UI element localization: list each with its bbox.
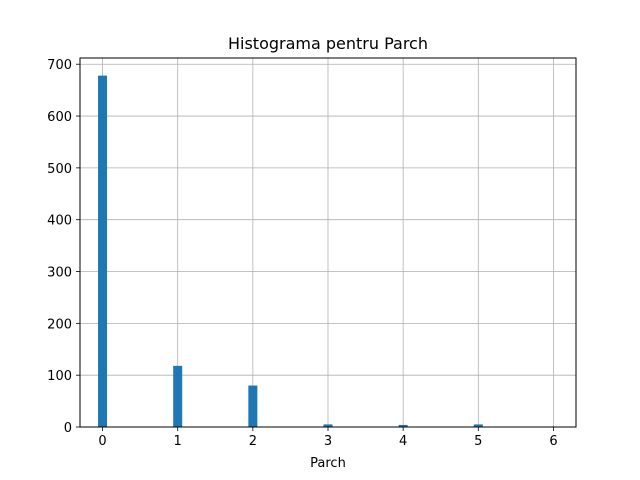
y-tick-label: 400 (47, 214, 72, 229)
x-tick-label: 3 (324, 434, 332, 449)
y-tick-label: 100 (47, 369, 72, 384)
y-tick-label: 700 (47, 58, 72, 73)
x-axis-ticks: 0 1 2 3 4 5 6 (98, 427, 558, 449)
x-tick-label: 4 (399, 434, 407, 449)
grid (80, 58, 576, 428)
histogram-bar (398, 424, 408, 427)
histogram-bar (473, 424, 483, 427)
y-tick-label: 500 (47, 162, 72, 177)
chart-title: Histograma pentru Parch (228, 34, 428, 53)
x-tick-label: 6 (549, 434, 557, 449)
histogram-bar (323, 424, 333, 427)
x-axis-label: Parch (310, 456, 346, 471)
y-tick-label: 0 (64, 421, 72, 436)
histogram-bar (248, 385, 258, 427)
x-tick-label: 2 (249, 434, 257, 449)
histogram-bar (98, 75, 108, 427)
histogram-bar (173, 365, 183, 427)
y-tick-label: 200 (47, 317, 72, 332)
x-tick-label: 0 (98, 434, 106, 449)
y-tick-label: 300 (47, 266, 72, 281)
y-tick-label: 600 (47, 110, 72, 125)
x-tick-label: 1 (174, 434, 182, 449)
x-tick-label: 5 (474, 434, 482, 449)
y-axis-ticks: 0 100 200 300 400 500 600 700 (47, 58, 80, 436)
